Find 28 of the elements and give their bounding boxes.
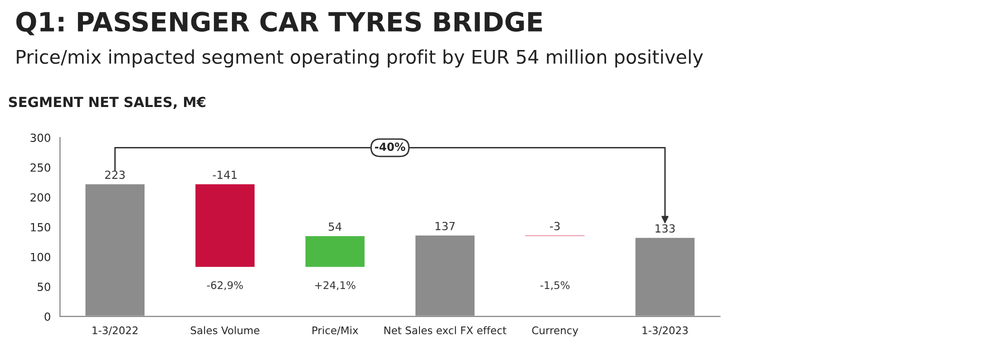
y-tick-label: 50 (38, 282, 50, 292)
x-tick-label: Currency (532, 326, 578, 336)
x-tick-label: Sales Volume (190, 326, 260, 334)
text: SEGMENT NET SALES, M€ (8, 96, 206, 110)
data-label: 54 (328, 222, 342, 231)
y-tick-label: 200 (30, 193, 50, 202)
data-label: 137 (436, 222, 455, 230)
bar (304, 234, 366, 268)
y-tick-label: 300 (30, 134, 50, 142)
y-tick-label: 0 (44, 312, 50, 321)
annotation: -62,9% (207, 281, 243, 290)
x-tick-label: Net Sales excl FX effect (384, 326, 506, 334)
annotation: +24,1% (315, 281, 356, 290)
data-label: -141 (212, 170, 237, 179)
data-label: 223 (105, 170, 125, 179)
x-tick-label: 1-3/2023 (642, 326, 688, 336)
bar (194, 182, 256, 268)
chart-subtitle: Price/mix impacted segment operating profit by EUR 54 million positively (16, 49, 703, 68)
data-label: -3 (550, 222, 560, 230)
y-tick-label: 100 (30, 252, 50, 262)
annotation: -40% (375, 142, 406, 151)
data-label: 133 (656, 224, 675, 233)
chart-title: Q1: PASSENGER CAR TYRES BRIDGE (16, 12, 542, 36)
annotation: -1,5% (540, 281, 570, 290)
y-tick-label: 250 (30, 163, 50, 172)
x-tick-label: 1-3/2022 (92, 326, 138, 336)
x-tick-label: Price/Mix (312, 326, 358, 336)
y-tick-label: 150 (30, 223, 50, 232)
